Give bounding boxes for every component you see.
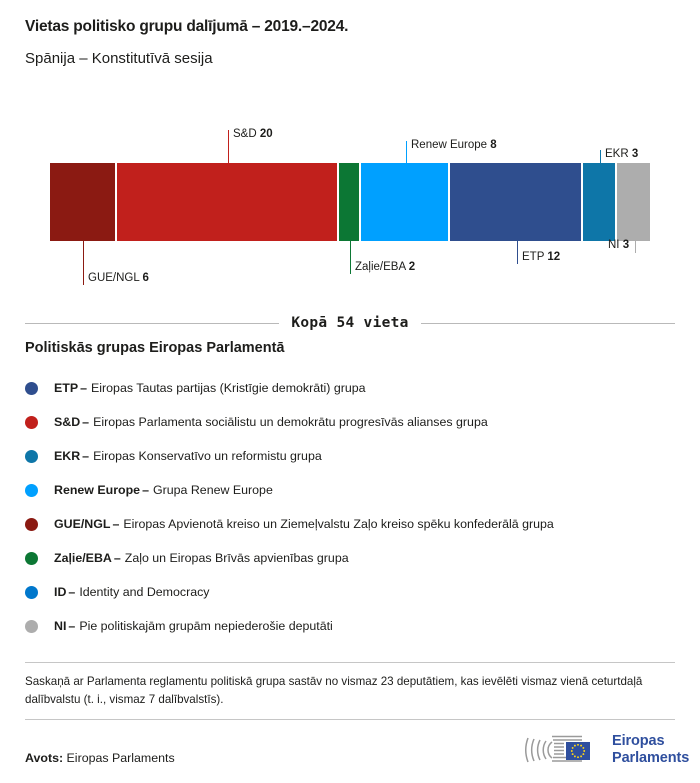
callout-seat-count: 8 — [490, 139, 497, 151]
legend-abbr: NI — [54, 619, 67, 633]
page-title: Vietas politisko grupu dalījumā – 2019.–… — [25, 18, 349, 35]
callout-leader-greens — [350, 241, 351, 274]
callout-group-name: ETP — [522, 251, 548, 263]
callout-group-name: Zaļie/EBA — [355, 261, 409, 273]
legend-dash: – — [68, 585, 76, 599]
ep-logo-line2: Parlaments — [612, 750, 690, 766]
callout-group-name: Renew Europe — [411, 139, 491, 151]
legend-item-etp[interactable]: ETP – Eiropas Tautas partijas (Kristīgie d… — [25, 371, 680, 405]
legend-list: ETP – Eiropas Tautas partijas (Kristīgie d… — [25, 371, 680, 643]
callout-group-name: GUE/NGL — [88, 272, 143, 284]
callout-leader-ekr — [600, 150, 601, 163]
callout-group-name: NI — [608, 239, 623, 251]
ep-logo-text: Eiropas Parlaments — [612, 733, 689, 767]
ep-logo-line1: Eiropas — [612, 733, 665, 749]
callout-label-ekr: EKR 3 — [605, 148, 638, 161]
legend-item-s-d[interactable]: S&D – Eiropas Parlamenta sociālistu un dem… — [25, 405, 680, 439]
stacked-bar-track — [50, 163, 650, 241]
legend-color-dot — [25, 415, 38, 429]
callout-group-name: EKR — [605, 148, 632, 160]
legend-dash: – — [112, 517, 120, 531]
legend-abbr: ETP — [54, 381, 79, 395]
legend-abbr: Zaļie/EBA — [54, 551, 112, 565]
legend-item-id[interactable]: ID – Identity and Democracy — [25, 575, 680, 609]
legend-dash: – — [113, 551, 121, 565]
legend-abbr: EKR — [54, 449, 81, 463]
legend-color-dot — [25, 517, 38, 531]
legend-color-dot — [25, 449, 38, 463]
legend-description: Eiropas Parlamenta sociālistu un demokrā… — [93, 415, 488, 429]
legend-dash: – — [68, 619, 76, 633]
legend-color-dot — [25, 483, 38, 497]
legend-item-ekr[interactable]: EKR – Eiropas Konservatīvo un reformistu g… — [25, 439, 680, 473]
callout-leader-etp — [517, 241, 518, 264]
legend-description: Zaļo un Eiropas Brīvās apvienības grupa — [124, 551, 349, 565]
legend-abbr: GUE/NGL — [54, 517, 111, 531]
source-label: Avots: — [25, 751, 64, 765]
callout-seat-count: 3 — [622, 239, 630, 251]
bar-segment-ni[interactable] — [616, 163, 650, 241]
callout-leader-ni — [635, 241, 636, 253]
legend-color-dot — [25, 551, 38, 565]
legend-color-dot — [25, 585, 38, 599]
legend-color-dot — [25, 381, 38, 395]
eu-flag-icon — [566, 742, 590, 760]
callout-label-etp: ETP 12 — [522, 251, 560, 264]
legend-description: Grupa Renew Europe — [152, 483, 273, 497]
legend-description: Pie politiskajām grupām nepiederošie dep… — [79, 619, 333, 633]
legend-dash: – — [82, 449, 90, 463]
divider-right — [420, 322, 676, 324]
callout-leader-renew — [406, 141, 407, 163]
legend-description: Identity and Democracy — [79, 585, 210, 599]
callout-leader-gue — [83, 241, 84, 285]
callout-label-ni: NI 3 — [608, 239, 629, 252]
page-subtitle: Spānija – Konstitutīvā sesija — [25, 50, 213, 67]
source-line: Avots: Eiropas Parlaments — [25, 751, 175, 765]
legend-dash: – — [80, 381, 88, 395]
callout-seat-count: 12 — [547, 251, 561, 263]
legend-dash: – — [82, 415, 90, 429]
footnote-rule-top — [25, 662, 675, 663]
legend-description: Eiropas Tautas partijas (Kristīgie demok… — [91, 381, 366, 395]
callout-label-greens: Zaļie/EBA 2 — [355, 261, 415, 274]
callout-label-gue: GUE/NGL 6 — [88, 272, 149, 285]
legend-abbr: Renew Europe — [54, 483, 141, 497]
legend-description: Eiropas Konservatīvo un reformistu grupa — [93, 449, 322, 463]
bar-segment-renew[interactable] — [361, 163, 450, 241]
footnote-block: Saskaņā ar Parlamenta reglamentu politis… — [25, 662, 675, 720]
footnote-text: Saskaņā ar Parlamenta reglamentu politis… — [25, 675, 643, 706]
legend-item-renew-europe[interactable]: Renew Europe – Grupa Renew Europe — [25, 473, 680, 507]
callout-seat-count: 6 — [142, 272, 149, 284]
legend-description: Eiropas Apvienotā kreiso un Ziemeļvalstu… — [123, 517, 554, 531]
ep-hemicycle-icon — [525, 735, 590, 763]
legend-item-gue-ngl[interactable]: GUE/NGL – Eiropas Apvienotā kreiso un Ziem… — [25, 507, 680, 541]
callout-label-renew: Renew Europe 8 — [411, 139, 497, 152]
total-seats-row: Kopā 54 vieta — [25, 313, 676, 333]
callout-label-sd: S&D 20 — [233, 128, 273, 141]
legend-heading: Politiskās grupas Eiropas Parlamentā — [25, 340, 285, 356]
legend-color-dot — [25, 619, 38, 633]
callout-seat-count: 3 — [631, 148, 639, 160]
source-value: Eiropas Parlaments — [66, 751, 175, 765]
legend-abbr: ID — [54, 585, 67, 599]
callout-seat-count: 2 — [408, 261, 416, 273]
bar-segment-etp[interactable] — [449, 163, 584, 241]
bar-segment-gue[interactable] — [50, 163, 117, 241]
legend-item-ni[interactable]: NI – Pie politiskajām grupām nepiederošie … — [25, 609, 680, 643]
total-seats-label: Kopā 54 vieta — [291, 315, 409, 331]
callout-leader-sd — [228, 130, 229, 163]
bar-segment-sd[interactable] — [116, 163, 339, 241]
bar-segment-ekr[interactable] — [583, 163, 617, 241]
bar-segment-greens[interactable] — [338, 163, 362, 241]
legend-item-za-ie-eba[interactable]: Zaļie/EBA – Zaļo un Eiropas Brīvās apvienī… — [25, 541, 680, 575]
divider-left — [25, 322, 280, 324]
european-parliament-logo: Eiropas Parlaments — [522, 727, 689, 773]
legend-abbr: S&D — [54, 415, 81, 429]
callout-seat-count: 20 — [259, 128, 273, 140]
callout-group-name: S&D — [233, 128, 260, 140]
stacked-bar-chart: S&D 20 Renew Europe 8 EKR 3 GUE/NGL 6 Zaļie/… — [0, 0, 700, 300]
legend-dash: – — [142, 483, 149, 497]
footnote-rule-bottom — [25, 719, 675, 720]
